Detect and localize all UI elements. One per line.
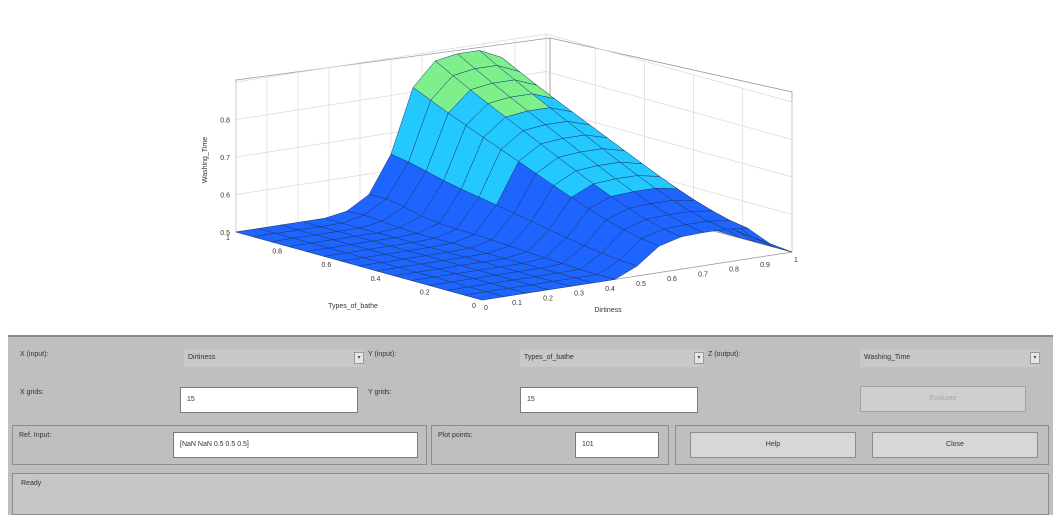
x-tick-label: 0 — [484, 305, 488, 312]
grid-line — [545, 71, 793, 140]
y-input-select[interactable]: Types_of_bathe ▾ — [520, 349, 704, 367]
grid-line — [545, 108, 793, 178]
plot-points-label: Plot points: — [438, 432, 473, 439]
y-tick-label: 0.4 — [371, 276, 381, 283]
z-tick-label: 0.7 — [220, 155, 230, 162]
status-text: Ready — [21, 480, 42, 487]
x-tick-label: 0.2 — [543, 295, 553, 302]
y-tick-label: 0 — [472, 303, 476, 310]
x-tick-label: 0.1 — [512, 300, 522, 307]
x-tick-label: 0.9 — [760, 262, 770, 269]
x-input-label: X (input): — [20, 351, 49, 358]
grid-line — [545, 33, 793, 103]
x-grids-label: X grids: — [20, 389, 44, 396]
x-tick-label: 0.8 — [729, 267, 739, 274]
chevron-down-icon[interactable]: ▾ — [1030, 352, 1040, 364]
close-button[interactable]: Close — [872, 432, 1038, 458]
x-tick-label: 0.7 — [698, 271, 708, 278]
ref-input-label: Ref. Input: — [19, 432, 52, 439]
evaluate-button[interactable]: Evaluate — [860, 386, 1026, 412]
axis-ticks: 0.5 0.6 0.7 0.8 0 0.2 0.4 0.6 0.8 1 0 0.1 0.2 0.3 0.4 0… — [220, 118, 798, 313]
y-tick-label: 0.6 — [322, 262, 332, 269]
y-grids-input[interactable]: 15 — [520, 387, 698, 413]
z-axis-label: Washing_Time — [202, 137, 209, 183]
y-grids-label: Y grids: — [368, 389, 392, 396]
ref-input-field[interactable]: [NaN NaN 0.5 0.5 0.5] — [173, 432, 418, 458]
z-output-value: Washing_Time — [864, 354, 911, 361]
chevron-down-icon[interactable]: ▾ — [694, 352, 704, 364]
ref-input-group: Ref. Input: [NaN NaN 0.5 0.5 0.5] — [12, 425, 427, 465]
surface-mesh — [235, 50, 793, 301]
y-axis-label: Types_of_bathe — [328, 303, 378, 310]
x-tick-label: 0.5 — [636, 281, 646, 288]
x-tick-label: 0.4 — [605, 286, 615, 293]
y-tick-label: 1 — [226, 235, 230, 242]
surface-plot-area: 0.5 0.6 0.7 0.8 0 0.2 0.4 0.6 0.8 1 0 0.1 0.2 0.3 0.4 0… — [202, 33, 799, 314]
x-tick-label: 0.6 — [667, 276, 677, 283]
plot-points-input[interactable]: 101 — [575, 432, 659, 458]
z-tick-label: 0.8 — [220, 118, 230, 125]
help-button[interactable]: Help — [690, 432, 856, 458]
status-bar: Ready — [12, 473, 1049, 515]
z-tick-label: 0.5 — [220, 230, 230, 237]
z-tick-label: 0.6 — [220, 193, 230, 200]
y-input-value: Types_of_bathe — [524, 354, 574, 361]
chevron-down-icon[interactable]: ▾ — [354, 352, 364, 364]
z-output-select[interactable]: Washing_Time ▾ — [860, 349, 1040, 367]
x-tick-label: 1 — [794, 257, 798, 264]
x-tick-label: 0.3 — [574, 291, 584, 298]
y-input-label: Y (input): — [368, 351, 397, 358]
x-axis-label: Dirtiness — [594, 307, 622, 314]
z-output-label: Z (output): — [708, 351, 741, 358]
control-panel: X (input): Dirtiness ▾ Y (input): Types_… — [8, 335, 1053, 515]
button-group: Help Close — [675, 425, 1049, 465]
y-tick-label: 0.2 — [420, 289, 430, 296]
plot-points-group: Plot points: 101 — [431, 425, 669, 465]
x-grids-input[interactable]: 15 — [180, 387, 358, 413]
surface-cell — [464, 291, 505, 301]
x-input-select[interactable]: Dirtiness ▾ — [184, 349, 364, 367]
x-input-value: Dirtiness — [188, 354, 216, 361]
surface-plot: 0.5 0.6 0.7 0.8 0 0.2 0.4 0.6 0.8 1 0 0.1 0.2 0.3 0.4 0… — [202, 33, 798, 314]
y-tick-label: 0.8 — [272, 249, 282, 256]
